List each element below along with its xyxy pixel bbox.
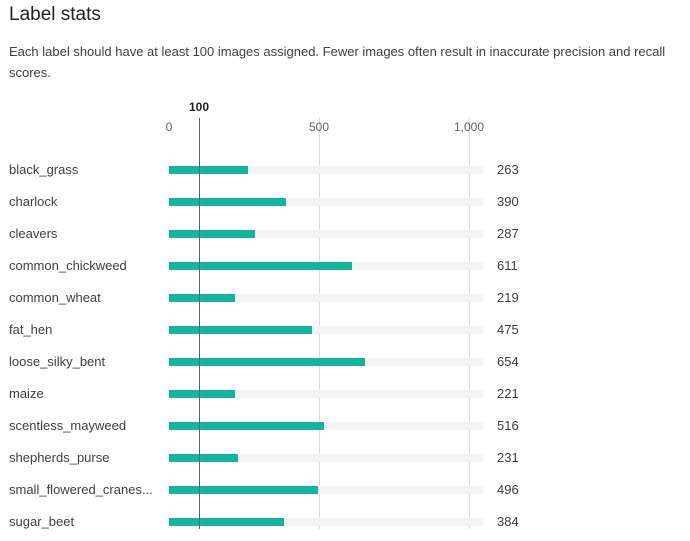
bar-track	[169, 422, 483, 430]
bar-label: common_wheat	[9, 290, 101, 305]
bar	[169, 422, 324, 430]
bar	[169, 358, 366, 366]
bar-value-label: 496	[497, 482, 519, 497]
bar-track	[169, 198, 483, 206]
bar-value-label: 219	[497, 290, 519, 305]
bar-value-label: 287	[497, 226, 519, 241]
bar-label: loose_silky_bent	[9, 354, 106, 369]
x-tick-label: 0	[165, 120, 173, 134]
bar-track	[169, 486, 483, 494]
bar-value-label: 231	[497, 450, 519, 465]
bar-label: cleavers	[9, 226, 58, 241]
bar-track	[169, 166, 483, 174]
bar-track	[169, 230, 483, 238]
bar	[169, 486, 318, 494]
bar-label: scentless_mayweed	[9, 418, 127, 433]
bar-value-label: 390	[497, 194, 519, 209]
bar	[169, 294, 235, 302]
bar-value-label: 384	[497, 514, 519, 529]
bar-label: common_chickweed	[9, 258, 127, 273]
bar-label: charlock	[9, 194, 58, 209]
bar-value-label: 654	[497, 354, 519, 369]
bar-value-label: 263	[497, 162, 519, 177]
bar-value-label: 221	[497, 386, 519, 401]
bar-label: sugar_beet	[9, 514, 75, 529]
bar-label: shepherds_purse	[9, 450, 110, 465]
bar-label: maize	[9, 386, 44, 401]
page-description: Each label should have at least 100 imag…	[9, 44, 666, 80]
x-tick-label: 500	[308, 120, 330, 134]
bar-label: black_grass	[9, 162, 79, 177]
bar-label: fat_hen	[9, 322, 53, 337]
bar-track	[169, 326, 483, 334]
gridline	[469, 118, 470, 529]
bar	[169, 166, 248, 174]
threshold-line	[199, 118, 200, 529]
bar	[169, 230, 256, 238]
bar	[169, 262, 353, 270]
bar-track	[169, 294, 483, 302]
page-title: Label stats	[9, 4, 101, 25]
bar-value-label: 516	[497, 418, 519, 433]
bar-track	[169, 518, 483, 526]
bar-track	[169, 390, 483, 398]
threshold-label: 100	[188, 100, 210, 114]
bar-value-label: 475	[497, 322, 519, 337]
bar	[169, 198, 286, 206]
x-tick-label: 1,000	[453, 120, 485, 134]
bar	[169, 390, 236, 398]
bar	[169, 326, 312, 334]
bar-track	[169, 454, 483, 462]
gridline	[319, 118, 320, 529]
bar-value-label: 611	[497, 258, 518, 273]
bar	[169, 454, 239, 462]
bar-label: small_flowered_cranes...	[9, 482, 153, 497]
bar	[169, 518, 285, 526]
